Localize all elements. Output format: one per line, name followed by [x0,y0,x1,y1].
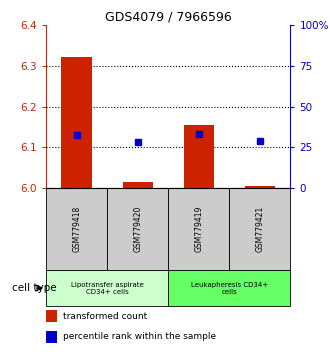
Bar [229,188,290,270]
Text: transformed count: transformed count [63,312,148,321]
Bar [46,188,107,270]
Bar [46,310,57,322]
Title: GDS4079 / 7966596: GDS4079 / 7966596 [105,11,232,24]
Text: GSM779418: GSM779418 [72,206,81,252]
Text: GSM779420: GSM779420 [133,206,142,252]
Bar [107,188,168,270]
Bar [245,186,275,188]
Text: Leukapheresis CD34+
cells: Leukapheresis CD34+ cells [191,281,268,295]
Bar [122,182,153,188]
Bar [168,270,290,306]
Text: GSM779421: GSM779421 [255,206,264,252]
Text: Lipotransfer aspirate
CD34+ cells: Lipotransfer aspirate CD34+ cells [71,281,144,295]
Text: percentile rank within the sample: percentile rank within the sample [63,332,216,341]
Bar [46,270,168,306]
Text: cell type: cell type [12,283,57,293]
Bar [168,188,229,270]
Bar [46,331,57,343]
Text: GSM779419: GSM779419 [194,206,203,252]
Bar [61,57,92,188]
Bar [183,125,214,188]
